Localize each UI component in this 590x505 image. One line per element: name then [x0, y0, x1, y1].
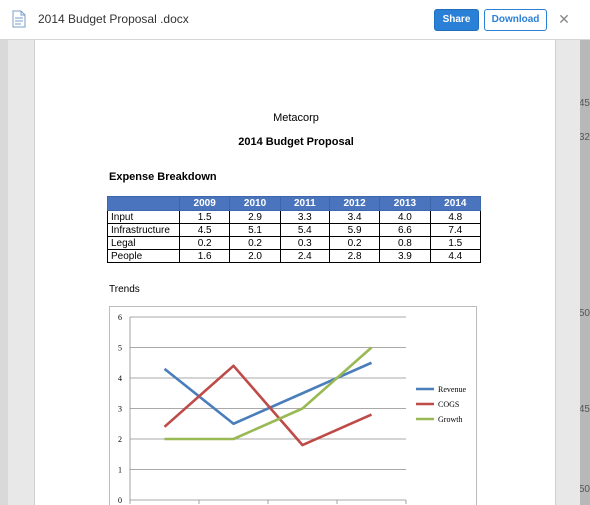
table-cell: 2.4 — [279, 249, 330, 263]
y-tick-label: 0 — [118, 496, 122, 505]
table-cell: 0.2 — [229, 236, 281, 250]
y-tick-label: 2 — [118, 435, 122, 444]
table-header-cell: 2011 — [279, 196, 330, 211]
expense-table: 2009 2010 2011 2012 2013 2014 Input 1.5 … — [107, 196, 482, 263]
series-line-cogs — [163, 364, 373, 447]
table-cell: 5.1 — [229, 223, 281, 237]
section-heading: Expense Breakdown — [109, 171, 217, 183]
row-label: Infrastructure — [107, 223, 180, 237]
table-row: Legal 0.2 0.2 0.3 0.2 0.8 1.5 — [107, 236, 482, 250]
company-name: Metacorp — [273, 112, 319, 124]
y-tick-label: 4 — [118, 374, 122, 383]
share-button[interactable]: Share — [434, 9, 479, 31]
table-header-cell: 2012 — [328, 196, 381, 211]
table-cell: 5.4 — [279, 223, 330, 237]
table-cell: 4.0 — [379, 210, 431, 224]
table-cell: 1.5 — [429, 236, 482, 250]
table-header-row: 2009 2010 2011 2012 2013 2014 — [107, 196, 482, 211]
table-cell: 2.0 — [229, 249, 281, 263]
table-cell: 7.4 — [429, 223, 482, 237]
table-row: Infrastructure 4.5 5.1 5.4 5.9 6.6 7.4 — [107, 223, 482, 237]
row-label: Input — [107, 210, 180, 224]
table-row: Input 1.5 2.9 3.3 3.4 4.0 4.8 — [107, 210, 482, 224]
document-viewer[interactable]: Metacorp 2014 Budget Proposal Expense Br… — [8, 40, 580, 505]
preview-header: 2014 Budget Proposal .docx Share Downloa… — [0, 0, 590, 40]
document-icon — [12, 10, 26, 28]
table-header-cell: 2010 — [229, 196, 281, 211]
y-tick-label: 5 — [118, 344, 122, 353]
close-icon[interactable]: ✕ — [558, 11, 570, 27]
table-cell: 2.8 — [328, 249, 381, 263]
table-row: People 1.6 2.0 2.4 2.8 3.9 4.4 — [107, 249, 482, 263]
table-cell: 6.6 — [379, 223, 431, 237]
table-cell: 1.5 — [178, 210, 231, 224]
table-cell: 3.3 — [279, 210, 330, 224]
table-cell: 4.4 — [429, 249, 482, 263]
file-title: 2014 Budget Proposal .docx — [38, 12, 189, 26]
table-header-cell: 2013 — [379, 196, 431, 211]
table-cell: 3.9 — [379, 249, 431, 263]
table-header-cell — [107, 196, 180, 211]
background-right-panel: 45 32 50 45 50 — [578, 40, 590, 505]
table-cell: 2.9 — [229, 210, 281, 224]
table-cell: 3.4 — [328, 210, 381, 224]
download-button[interactable]: Download — [484, 9, 547, 31]
table-cell: 0.3 — [279, 236, 330, 250]
legend-label: Growth — [438, 415, 462, 424]
background-left-panel — [0, 40, 8, 505]
table-cell: 0.8 — [379, 236, 431, 250]
table-cell: 4.5 — [178, 223, 231, 237]
table-cell: 4.8 — [429, 210, 482, 224]
legend-label: Revenue — [438, 385, 466, 394]
document-title: 2014 Budget Proposal — [238, 136, 354, 148]
trends-label: Trends — [109, 284, 140, 295]
y-tick-label: 6 — [118, 313, 122, 322]
table-cell: 0.2 — [178, 236, 231, 250]
table-header-cell: 2014 — [429, 196, 482, 211]
background-number: 50 — [578, 484, 590, 495]
background-number: 50 — [578, 308, 590, 319]
table-cell: 0.2 — [328, 236, 381, 250]
series-line-revenue — [163, 361, 373, 426]
trends-chart-svg: 0 1 2 3 4 5 6 Revenue COGS Growth — [118, 313, 466, 505]
trends-chart: 0 1 2 3 4 5 6 Revenue COGS Growth — [109, 306, 477, 505]
table-cell: 1.6 — [178, 249, 231, 263]
table-header-cell: 2009 — [178, 196, 231, 211]
row-label: People — [107, 249, 180, 263]
row-label: Legal — [107, 236, 180, 250]
y-tick-label: 1 — [118, 466, 122, 475]
table-cell: 5.9 — [328, 223, 381, 237]
y-tick-label: 3 — [118, 405, 122, 414]
legend-label: COGS — [438, 400, 459, 409]
series-line-growth — [164, 346, 373, 441]
background-number: 45 — [578, 98, 590, 109]
document-page: Metacorp 2014 Budget Proposal Expense Br… — [34, 40, 556, 505]
background-number: 32 — [578, 132, 590, 143]
background-number: 45 — [578, 404, 590, 415]
